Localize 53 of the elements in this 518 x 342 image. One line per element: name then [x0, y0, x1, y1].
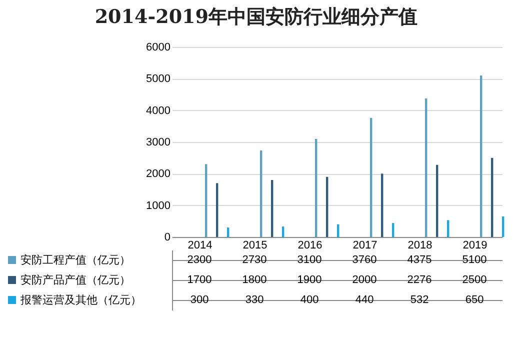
data-label: 5100	[462, 254, 487, 266]
bar	[205, 164, 208, 237]
data-label: 3100	[297, 254, 322, 266]
bar	[392, 223, 394, 237]
bar	[315, 138, 318, 237]
legend-label: 安防工程产值（亿元）	[20, 254, 130, 266]
bar	[271, 180, 274, 237]
legend-label: 报警运营及其他（亿元）	[20, 294, 142, 306]
x-tick-label: 2015	[242, 240, 268, 252]
data-label: 1900	[297, 274, 322, 286]
bar	[480, 76, 482, 237]
bar	[502, 216, 504, 237]
bar	[447, 220, 450, 237]
bar	[337, 224, 340, 237]
data-label: 532	[410, 294, 429, 306]
data-label: 330	[245, 294, 264, 306]
y-tick-label: 2000	[146, 168, 170, 180]
data-label: 2500	[462, 274, 487, 286]
y-tick-label: 4000	[146, 104, 170, 117]
data-label: 400	[300, 294, 319, 306]
bar	[227, 228, 230, 237]
x-tick-label: 2017	[352, 240, 378, 252]
data-label: 1800	[242, 274, 267, 286]
bar	[260, 150, 262, 237]
bar	[216, 183, 218, 237]
y-tick-label: 3000	[146, 136, 170, 148]
data-label: 300	[190, 294, 209, 306]
bar	[425, 98, 428, 237]
data-label: 3760	[352, 254, 377, 266]
bar	[326, 176, 328, 237]
data-label: 1700	[187, 274, 212, 286]
data-label: 4375	[407, 254, 432, 266]
x-tick-label: 2016	[298, 240, 322, 252]
bar	[282, 226, 284, 237]
y-tick-label: 0	[164, 232, 170, 244]
bar	[381, 174, 384, 237]
x-tick-label: 2019	[462, 240, 488, 252]
legend-label: 安防产品产值（亿元）	[20, 274, 130, 286]
data-label: 440	[355, 294, 374, 306]
x-tick-label: 2014	[188, 240, 212, 252]
data-label: 2730	[242, 254, 267, 266]
bar	[491, 158, 494, 237]
y-tick-label: 1000	[146, 200, 170, 212]
y-tick-label: 5000	[146, 73, 170, 86]
y-tick-label: 6000	[146, 42, 170, 54]
data-label: 2000	[352, 274, 377, 286]
data-label: 2276	[407, 274, 432, 286]
bar	[436, 164, 438, 237]
data-label: 650	[465, 294, 484, 306]
chart-title: 2014-2019年中国安防行业细分产值	[94, 6, 418, 28]
data-label: 2300	[187, 254, 212, 266]
x-tick-label: 2018	[408, 240, 432, 252]
bar	[370, 118, 372, 237]
